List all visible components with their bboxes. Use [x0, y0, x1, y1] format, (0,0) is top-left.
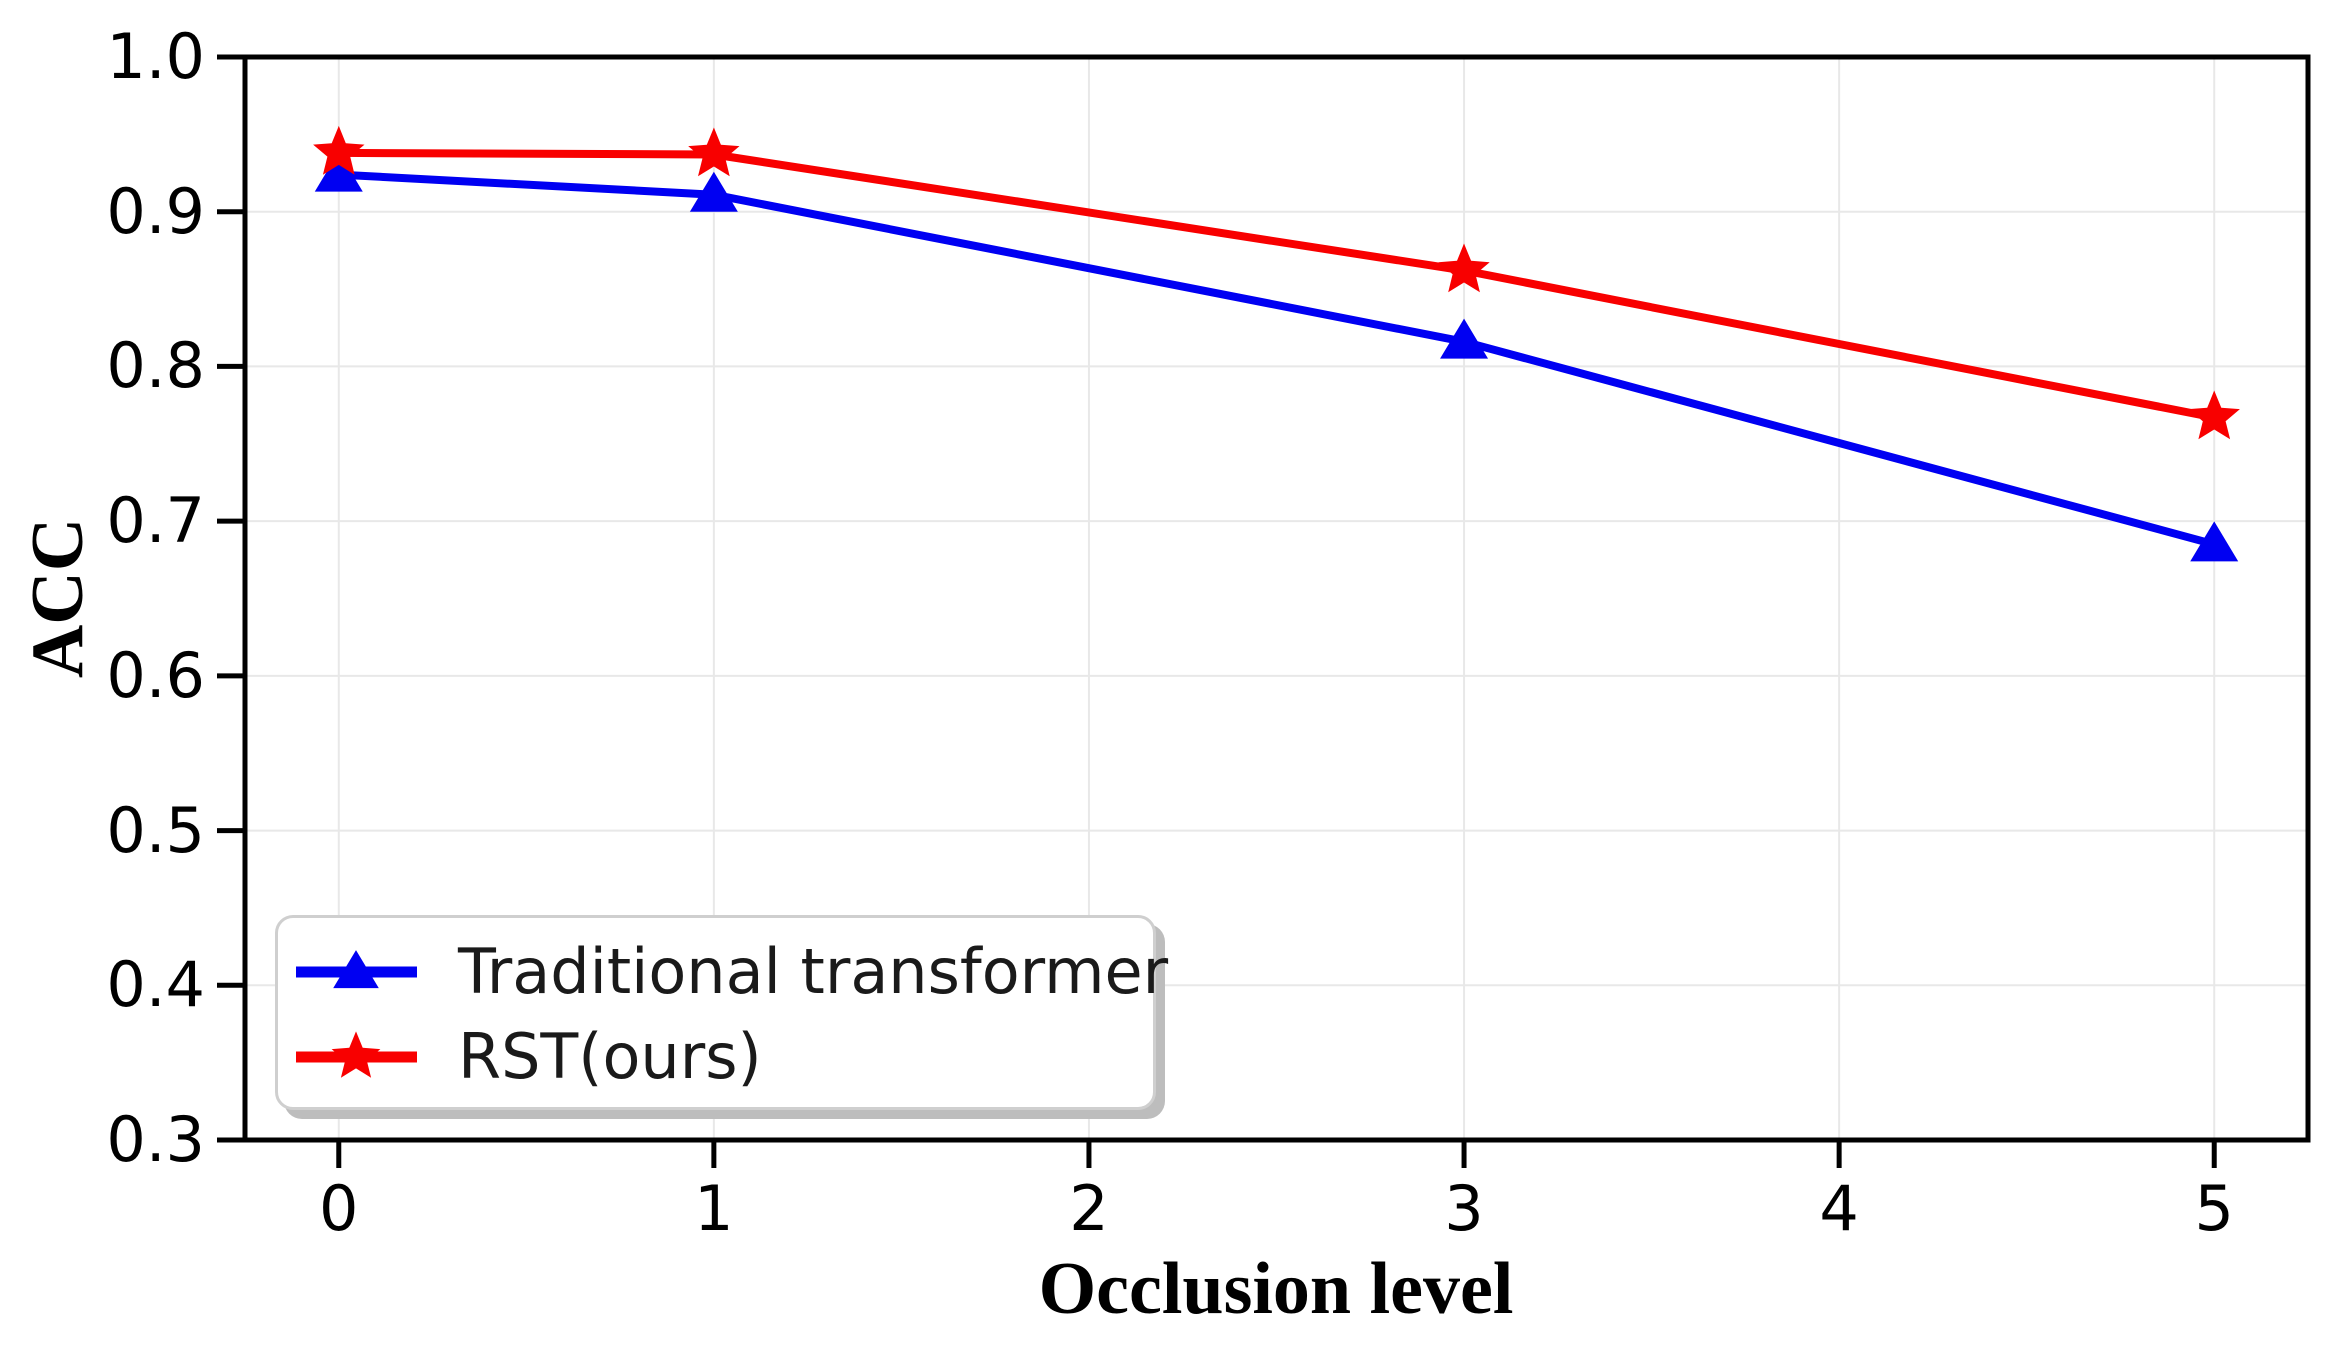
legend-label: Traditional transformer [458, 934, 1169, 1008]
y-tick-label: 0.9 [106, 174, 205, 248]
legend-item: Traditional transformer [294, 929, 1168, 1014]
x-tick-label: 3 [1444, 1172, 1484, 1245]
x-tick-label: 0 [319, 1172, 359, 1245]
x-tick-label: 5 [2194, 1172, 2234, 1245]
y-axis-label: ACC [17, 517, 99, 679]
legend-item: RST(ours) [294, 1014, 1153, 1099]
y-tick-label: 0.8 [106, 329, 205, 403]
x-tick-label: 1 [694, 1172, 734, 1245]
x-tick-label: 4 [1819, 1172, 1859, 1245]
y-tick-label: 0.6 [106, 638, 205, 712]
x-axis-label: Occlusion level [1038, 1248, 1514, 1330]
axis-ticks [217, 54, 2217, 1168]
y-tick-label: 0.3 [106, 1103, 205, 1176]
legend-marker-sample-traditional-transformer [296, 949, 417, 988]
plot-frame [242, 54, 2311, 1143]
y-tick-label: 0.4 [106, 948, 205, 1022]
y-tick-label: 0.5 [106, 793, 205, 867]
y-tick-label: 0.7 [106, 484, 205, 558]
x-tick-label: 2 [1069, 1172, 1109, 1245]
legend-marker-sample-rst-ours [296, 1030, 417, 1078]
series-rst-ours- [313, 125, 2240, 440]
legend-label: RST(ours) [458, 1019, 762, 1093]
y-tick-label: 1.0 [106, 20, 205, 93]
series-traditional-transformer [314, 151, 2239, 562]
legend: Traditional transformer RST(ours) [275, 915, 1168, 1110]
